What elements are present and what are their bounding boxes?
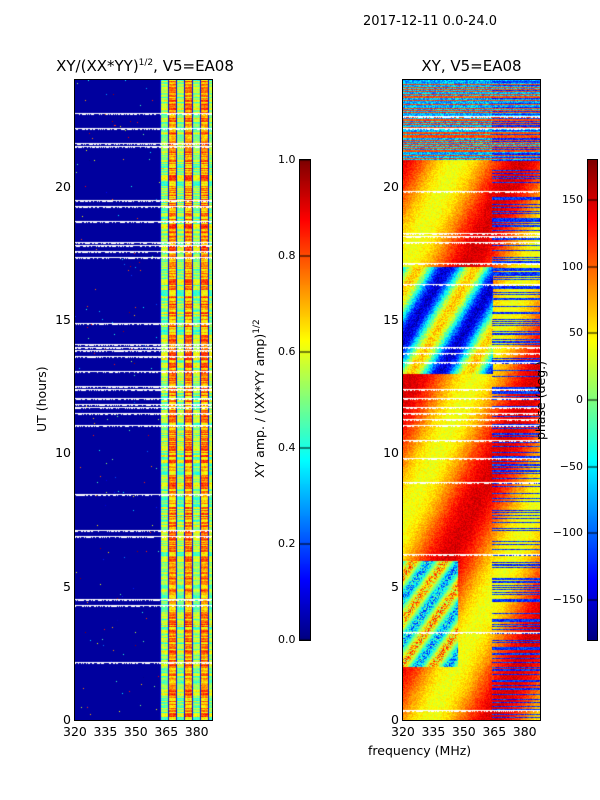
cb-label-text: XY amp. / (XX*YY amp) xyxy=(252,333,268,478)
x-tick-label: 350 xyxy=(123,724,148,739)
x-tick-label: 335 xyxy=(421,724,446,739)
x-tick-label: 320 xyxy=(391,724,415,739)
y-tick-label: 15 xyxy=(383,312,399,327)
colorbar-tick-label: 0.0 xyxy=(278,633,296,646)
y-tick-label: 0 xyxy=(63,712,71,727)
colorbar-tick-label: 0.4 xyxy=(278,441,296,454)
colorbar-tick-label: −100 xyxy=(552,526,583,540)
amplitude-colorbar-label: XY amp. / (XX*YY amp)1/2 xyxy=(252,319,267,478)
x-tick-label: 320 xyxy=(63,724,87,739)
x-tick-label: 365 xyxy=(482,724,507,739)
y-tick-label: 20 xyxy=(383,178,399,194)
colorbar-tick-label: 1.0 xyxy=(278,153,296,166)
x-tick-label: 350 xyxy=(451,724,476,739)
title-exponent: 1/2 xyxy=(138,58,154,68)
right-plot-title: XY, V5=EA08 xyxy=(421,57,522,75)
colorbar-tick-label: 0.2 xyxy=(278,537,296,550)
amplitude-colorbar-gradient xyxy=(300,160,310,640)
colorbar-tick-label: 150 xyxy=(562,193,583,206)
x-tick-label: 380 xyxy=(512,724,537,739)
phase-colorbar xyxy=(587,159,598,641)
y-tick-label: 10 xyxy=(383,445,399,461)
y-tick-label: 5 xyxy=(391,578,399,594)
xlabel: frequency (MHz) xyxy=(368,743,472,758)
x-tick-label: 365 xyxy=(154,724,179,739)
title-suffix: , V5=EA08 xyxy=(153,57,234,75)
left-plot-title: XY/(XX*YY)1/2, V5=EA08 xyxy=(40,57,250,75)
phase-colorbar-label: phase (deg.) xyxy=(533,361,548,440)
cb-label-exponent: 1/2 xyxy=(252,319,262,334)
x-tick-label: 335 xyxy=(93,724,118,739)
phase-colorbar-gradient xyxy=(588,160,597,640)
y-tick-label: 15 xyxy=(55,312,71,327)
title-text: XY/(XX*YY) xyxy=(56,57,139,75)
x-tick-label: 380 xyxy=(184,724,209,739)
colorbar-tick-label: 0.8 xyxy=(278,249,296,262)
y-tick-label: 0 xyxy=(391,712,399,727)
colorbar-tick-label: 0.6 xyxy=(278,345,296,358)
left-ylabel: UT (hours) xyxy=(34,366,49,432)
amplitude-heatmap xyxy=(75,80,212,720)
y-tick-label: 5 xyxy=(63,578,71,594)
suptitle: 2017-12-11 0.0-24.0 xyxy=(363,14,497,29)
colorbar-tick-label: 50 xyxy=(569,326,583,340)
phase-heatmap xyxy=(403,80,540,720)
colorbar-tick-label: 0 xyxy=(576,393,583,406)
colorbar-tick-label: −50 xyxy=(559,459,583,473)
colorbar-tick-label: 100 xyxy=(562,259,583,273)
y-tick-label: 20 xyxy=(55,178,71,194)
left-plot-area xyxy=(74,79,213,721)
amplitude-colorbar xyxy=(299,159,311,641)
right-plot-area xyxy=(402,79,541,721)
colorbar-tick-label: −150 xyxy=(552,593,583,606)
y-tick-label: 10 xyxy=(55,445,71,461)
